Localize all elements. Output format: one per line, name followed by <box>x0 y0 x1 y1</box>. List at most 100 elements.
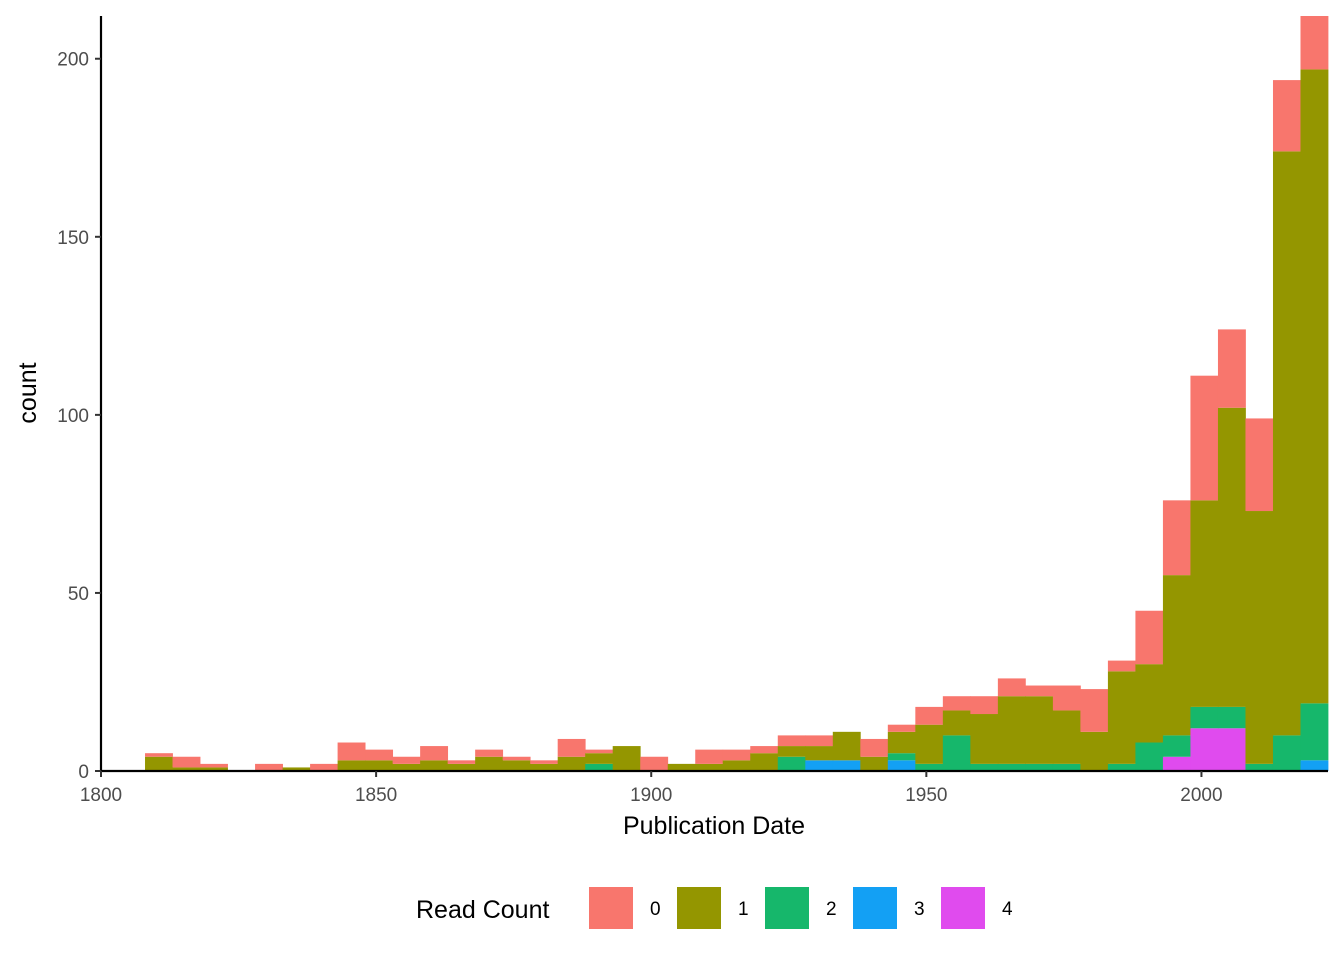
legend-key-3 <box>853 887 897 929</box>
y-tick-label: 50 <box>68 584 89 605</box>
bar-segment-0 <box>585 749 614 754</box>
bar-segment-1 <box>530 763 559 771</box>
bar-segment-1 <box>722 760 751 771</box>
bar-segment-0 <box>640 756 669 771</box>
bar-segment-2 <box>1052 763 1081 771</box>
legend-key-4 <box>941 887 985 929</box>
bar-segment-0 <box>502 756 531 761</box>
legend-title: Read Count <box>416 896 549 924</box>
bar-segment-1 <box>1217 407 1246 707</box>
bar-segment-0 <box>1272 80 1301 152</box>
bar-segment-1 <box>585 753 614 764</box>
bar-segment-1 <box>200 767 228 771</box>
legend-key-0 <box>589 887 633 929</box>
bar-segment-0 <box>530 760 559 764</box>
legend-key-2 <box>765 887 809 929</box>
bar-segment-2 <box>1245 763 1274 771</box>
bar-segment-3 <box>887 760 916 771</box>
bar-segment-0 <box>365 749 394 761</box>
bar-segment-0 <box>557 738 586 757</box>
y-tick-label: 100 <box>57 406 89 427</box>
legend-label-3: 3 <box>914 899 925 920</box>
bar-segment-0 <box>172 756 201 768</box>
bar-segment-2 <box>585 763 614 771</box>
bar-segment-1 <box>1245 511 1274 764</box>
x-tick-label: 1850 <box>355 785 397 806</box>
bar-segment-1 <box>1052 710 1081 764</box>
legend-label-1: 1 <box>738 899 749 920</box>
bar-segment-1 <box>392 763 421 771</box>
bar-segment-2 <box>1162 735 1191 757</box>
bar-segment-0 <box>750 746 779 754</box>
bar-segment-1 <box>282 767 311 771</box>
bar-segment-3 <box>1300 760 1329 771</box>
bar-segment-1 <box>337 760 366 771</box>
bar-segment-0 <box>777 735 806 747</box>
bar-segment-1 <box>970 714 999 764</box>
bar-segment-2 <box>1272 735 1301 771</box>
bars-layer <box>145 16 1329 771</box>
bar-segment-1 <box>447 763 476 771</box>
bar-segment-2 <box>1190 706 1219 729</box>
bar-segment-1 <box>365 760 394 771</box>
bar-segment-2 <box>1300 703 1329 761</box>
bar-segment-0 <box>145 753 173 757</box>
bar-segment-3 <box>832 760 861 771</box>
bar-segment-0 <box>420 746 449 761</box>
bar-segment-0 <box>695 749 724 764</box>
y-tick-label: 150 <box>57 228 89 249</box>
bar-segment-2 <box>1217 706 1246 729</box>
bar-segment-1 <box>832 731 861 761</box>
bar-segment-0 <box>1162 500 1191 576</box>
bar-segment-0 <box>1135 610 1164 665</box>
bar-segment-1 <box>1135 664 1164 743</box>
bar-segment-0 <box>1300 16 1329 70</box>
bar-segment-1 <box>942 710 971 736</box>
bar-segment-1 <box>172 767 201 771</box>
y-axis-title: count <box>14 362 42 423</box>
bar-segment-1 <box>1025 696 1054 764</box>
bar-segment-0 <box>200 763 228 768</box>
bar-segment-1 <box>695 763 724 771</box>
bar-segment-1 <box>777 746 806 757</box>
legend: Read Count 0 1 2 3 4 <box>416 887 1013 929</box>
bar-segment-2 <box>997 763 1026 771</box>
bar-segment-1 <box>915 724 944 764</box>
bar-segment-2 <box>942 735 971 771</box>
bar-segment-1 <box>502 760 531 771</box>
bar-segment-1 <box>750 753 779 771</box>
bar-segment-0 <box>860 738 889 757</box>
bar-segment-1 <box>420 760 449 771</box>
bar-segment-0 <box>722 749 751 761</box>
x-tick-label: 1800 <box>80 785 122 806</box>
bar-segment-2 <box>1135 742 1164 771</box>
bar-segment-1 <box>1107 671 1136 764</box>
bar-segment-0 <box>970 696 999 715</box>
bar-segment-0 <box>942 696 971 711</box>
bar-segment-0 <box>887 724 916 732</box>
bar-segment-2 <box>1107 763 1136 771</box>
bar-segment-0 <box>1080 689 1109 732</box>
legend-key-1 <box>677 887 721 929</box>
x-tick-label: 1900 <box>630 785 672 806</box>
bar-segment-1 <box>1272 151 1301 736</box>
bar-segment-4 <box>1162 756 1191 771</box>
bar-segment-4 <box>1217 728 1246 771</box>
bar-segment-4 <box>1190 728 1219 771</box>
bar-segment-3 <box>805 760 834 771</box>
bar-segment-2 <box>970 763 999 771</box>
bar-segment-1 <box>887 731 916 754</box>
legend-label-0: 0 <box>650 899 661 920</box>
x-axis-ticks: 1800 1850 1900 1950 2000 <box>80 771 1223 806</box>
bar-segment-0 <box>1217 329 1246 408</box>
bar-segment-2 <box>915 763 944 771</box>
bar-segment-0 <box>392 756 421 764</box>
bar-segment-1 <box>860 756 889 771</box>
bar-segment-0 <box>255 763 283 771</box>
bar-segment-1 <box>1300 69 1329 704</box>
y-tick-label: 200 <box>57 50 89 71</box>
x-tick-label: 1950 <box>905 785 947 806</box>
bar-segment-0 <box>447 760 476 764</box>
bar-segment-1 <box>805 746 834 761</box>
x-tick-label: 2000 <box>1180 785 1222 806</box>
